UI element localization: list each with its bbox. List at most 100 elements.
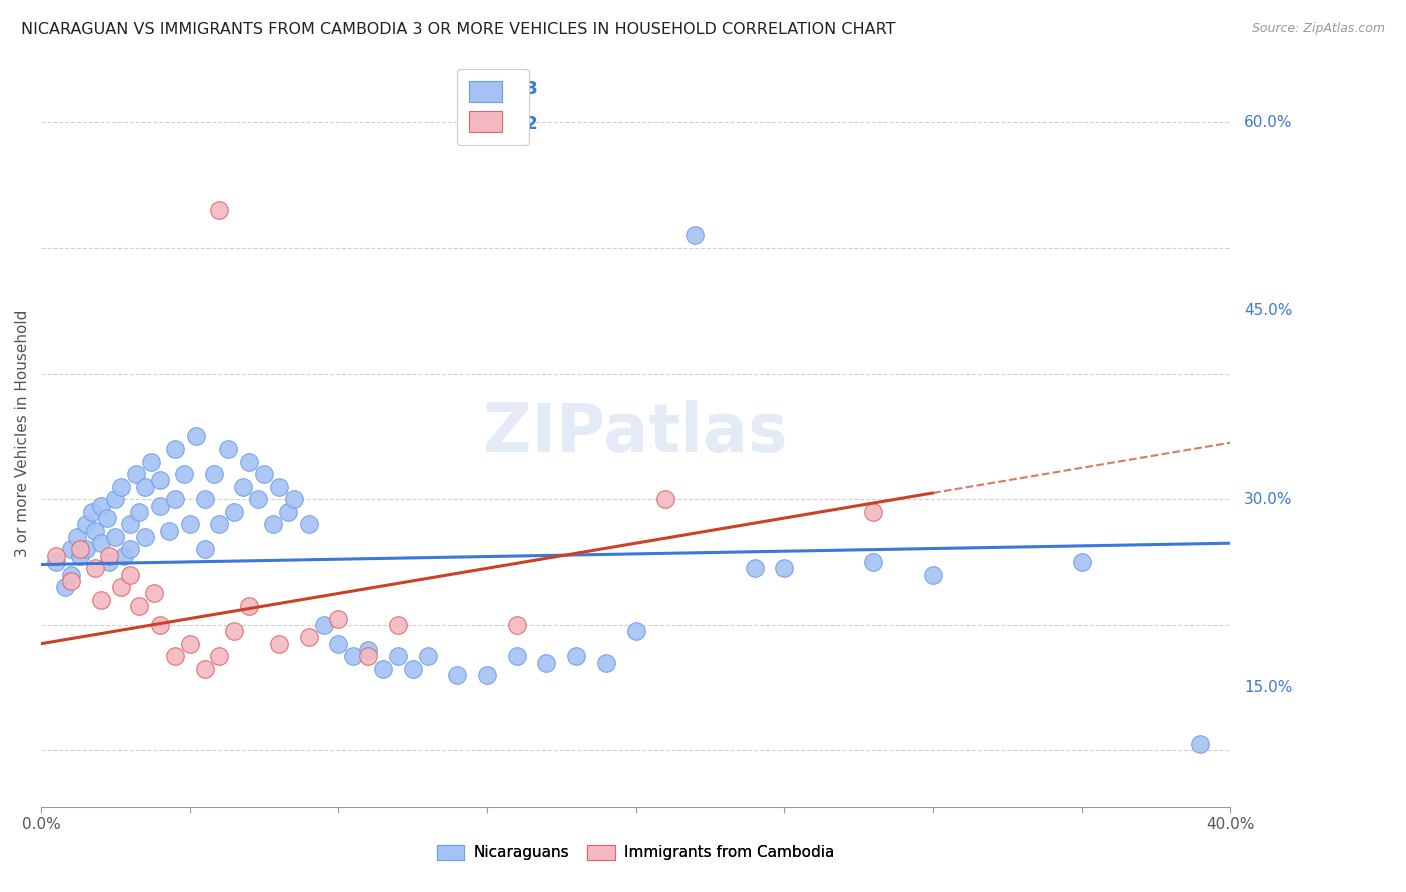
Point	[565, 649, 588, 664]
Text: ZIPatlas: ZIPatlas	[484, 401, 787, 467]
Point	[402, 662, 425, 676]
Point	[125, 467, 148, 482]
Point	[179, 637, 201, 651]
Point	[357, 649, 380, 664]
Text: 45.0%: 45.0%	[1244, 303, 1292, 318]
Point	[744, 561, 766, 575]
Point	[475, 668, 498, 682]
Point	[238, 454, 260, 468]
Point	[277, 505, 299, 519]
Point	[536, 656, 558, 670]
Point	[110, 580, 132, 594]
Point	[194, 542, 217, 557]
Point	[143, 586, 166, 600]
Point	[506, 618, 529, 632]
Point	[232, 480, 254, 494]
Text: R =: R =	[471, 80, 510, 98]
Point	[104, 492, 127, 507]
Point	[262, 517, 284, 532]
Point	[202, 467, 225, 482]
Point	[90, 536, 112, 550]
Point	[134, 530, 156, 544]
Point	[120, 517, 142, 532]
Point	[128, 505, 150, 519]
Point	[267, 480, 290, 494]
Point	[312, 618, 335, 632]
Point	[371, 662, 394, 676]
Point	[163, 442, 186, 456]
Text: 30.0%: 30.0%	[1244, 491, 1292, 507]
Point	[683, 228, 706, 243]
Point	[862, 505, 884, 519]
Point	[387, 649, 409, 664]
Point	[208, 203, 231, 218]
Point	[98, 555, 121, 569]
Point	[342, 649, 364, 664]
Point	[416, 649, 439, 664]
Text: 0.013: 0.013	[481, 80, 537, 98]
Point	[247, 492, 270, 507]
Point	[387, 618, 409, 632]
Text: 70: 70	[506, 80, 531, 98]
Point	[298, 517, 321, 532]
Point	[173, 467, 195, 482]
Point	[104, 530, 127, 544]
Point	[224, 624, 246, 639]
Point	[194, 662, 217, 676]
Point	[179, 517, 201, 532]
Y-axis label: 3 or more Vehicles in Household: 3 or more Vehicles in Household	[15, 310, 30, 557]
Point	[595, 656, 617, 670]
Point	[253, 467, 276, 482]
Point	[157, 524, 180, 538]
Point	[110, 480, 132, 494]
Point	[69, 542, 91, 557]
Point	[184, 429, 207, 443]
Point	[75, 542, 97, 557]
Text: 15.0%: 15.0%	[1244, 681, 1292, 695]
Point	[773, 561, 796, 575]
Point	[59, 574, 82, 588]
Point	[75, 517, 97, 532]
Point	[328, 611, 350, 625]
Point	[208, 517, 231, 532]
Text: N =: N =	[498, 80, 537, 98]
Point	[69, 549, 91, 563]
Point	[208, 649, 231, 664]
Point	[922, 567, 945, 582]
Text: N =: N =	[498, 115, 537, 133]
Point	[90, 499, 112, 513]
Legend: Nicaraguans, Immigrants from Cambodia: Nicaraguans, Immigrants from Cambodia	[430, 838, 841, 867]
Point	[862, 555, 884, 569]
Point	[1070, 555, 1092, 569]
Point	[149, 618, 172, 632]
Point	[194, 492, 217, 507]
Point	[217, 442, 239, 456]
Point	[139, 454, 162, 468]
Text: 0.212: 0.212	[481, 115, 537, 133]
Point	[506, 649, 529, 664]
Point	[624, 624, 647, 639]
Point	[128, 599, 150, 613]
Point	[224, 505, 246, 519]
Point	[328, 637, 350, 651]
Point	[163, 492, 186, 507]
Point	[267, 637, 290, 651]
Point	[45, 549, 67, 563]
Text: Source: ZipAtlas.com: Source: ZipAtlas.com	[1251, 22, 1385, 36]
Point	[149, 499, 172, 513]
Text: 26: 26	[506, 115, 531, 133]
Point	[53, 580, 76, 594]
Point	[134, 480, 156, 494]
Point	[357, 643, 380, 657]
Text: R =: R =	[471, 115, 510, 133]
Point	[654, 492, 676, 507]
Point	[90, 592, 112, 607]
Point	[1189, 737, 1212, 751]
Point	[59, 542, 82, 557]
Point	[83, 524, 105, 538]
Point	[120, 542, 142, 557]
Point	[446, 668, 468, 682]
Text: NICARAGUAN VS IMMIGRANTS FROM CAMBODIA 3 OR MORE VEHICLES IN HOUSEHOLD CORRELATI: NICARAGUAN VS IMMIGRANTS FROM CAMBODIA 3…	[21, 22, 896, 37]
Point	[149, 474, 172, 488]
Point	[163, 649, 186, 664]
